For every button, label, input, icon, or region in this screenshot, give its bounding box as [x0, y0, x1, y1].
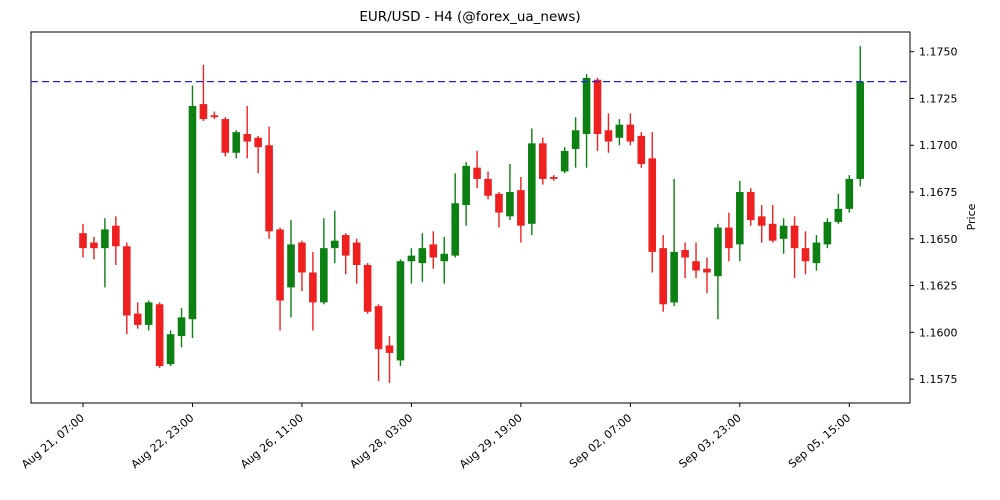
candle-body: [429, 244, 438, 258]
x-axis-tick-label: Aug 22, 23:00: [129, 411, 197, 471]
x-axis-tick-label: Aug 29, 19:00: [457, 411, 525, 471]
candle-body: [615, 124, 624, 138]
candle-body: [692, 261, 700, 271]
candle-body: [276, 229, 284, 301]
x-axis-tick-label: Aug 28, 03:00: [347, 411, 415, 471]
candle-body: [385, 345, 394, 353]
y-axis-tick-label: 1.1700: [919, 139, 958, 152]
x-axis-tick-label: Sep 02, 07:00: [567, 411, 634, 470]
candle-body: [779, 225, 788, 239]
y-axis: 1.1575 1.1600 1.1625 1.1650 1.1675 1.1700 1.17…: [910, 46, 958, 386]
candle-body: [746, 192, 755, 221]
candle-body: [681, 250, 689, 258]
candle-body: [714, 227, 722, 277]
y-axis-tick-label: 1.1650: [919, 233, 958, 246]
candle-body: [801, 248, 810, 262]
candle-body: [122, 246, 131, 316]
candle-body: [221, 119, 230, 153]
candle-body: [418, 248, 427, 264]
candle-body: [101, 229, 109, 249]
candle-body: [298, 242, 306, 273]
candle-body: [133, 313, 142, 325]
candle-body: [528, 143, 536, 224]
candle-body: [462, 165, 470, 206]
candle-body: [320, 248, 328, 303]
candle-body: [856, 81, 865, 179]
candle-body: [330, 240, 339, 249]
candle-body: [582, 77, 591, 135]
candle-body: [309, 272, 317, 303]
candle-body: [352, 242, 361, 265]
x-axis-tick-label: Aug 26, 11:00: [238, 411, 306, 471]
candle-body: [538, 143, 547, 179]
y-axis-tick-label: 1.1625: [919, 280, 958, 293]
candle-body: [593, 79, 602, 135]
y-axis-tick-label: 1.1600: [919, 326, 958, 339]
y-axis-tick-label: 1.1675: [919, 186, 958, 199]
candle-body: [155, 304, 164, 367]
candle-body: [823, 221, 832, 245]
candle-body: [144, 302, 153, 325]
candle-body: [90, 242, 98, 249]
y-axis-tick-label: 1.1575: [919, 373, 958, 386]
candle-body: [232, 132, 241, 153]
candle-body: [571, 130, 580, 149]
candle-body: [736, 192, 744, 245]
candle-body: [659, 248, 667, 305]
candle-body: [440, 253, 449, 262]
candle-body: [254, 137, 262, 148]
x-axis-tick-label: Sep 05, 15:00: [786, 411, 853, 470]
candle-body: [648, 158, 657, 252]
candle-body: [177, 317, 186, 337]
candle-body: [243, 134, 252, 142]
candle-body: [637, 135, 646, 164]
candle-body: [790, 225, 799, 249]
candle-body: [451, 203, 459, 256]
candle-body: [341, 235, 350, 256]
candle-body: [549, 177, 558, 179]
y-axis-tick-label: 1.1750: [919, 46, 958, 59]
candle-body: [757, 216, 766, 226]
candle-body: [407, 255, 416, 262]
candle-body: [363, 264, 372, 312]
candle-body: [287, 244, 295, 288]
candle-body: [517, 190, 525, 226]
x-axis: Aug 21, 07:00 Aug 22, 23:00 Aug 26, 11:00 A…: [19, 403, 853, 471]
candle-body: [396, 261, 405, 361]
candle-body: [626, 124, 635, 142]
candle-body: [166, 334, 175, 365]
candle-body: [210, 115, 219, 118]
price-axis-label: Price: [965, 203, 978, 230]
candle-body: [725, 227, 733, 249]
candle-body: [473, 167, 481, 179]
candle-body: [188, 105, 197, 320]
candle-body: [670, 251, 678, 303]
candle-body: [506, 192, 514, 217]
candle-body: [703, 268, 711, 273]
y-axis-tick-label: 1.1725: [919, 92, 958, 105]
candle-body: [560, 150, 569, 172]
candles-group: [79, 46, 865, 383]
candle-body: [604, 130, 613, 142]
candle-body: [484, 178, 492, 196]
candle-body: [374, 306, 383, 350]
x-axis-tick-label: Aug 21, 07:00: [19, 411, 87, 471]
candle-body: [845, 178, 854, 209]
candle-body: [834, 208, 843, 222]
candle-body: [768, 223, 777, 241]
candle-body: [265, 145, 273, 232]
candle-body: [79, 233, 87, 249]
x-axis-tick-label: Sep 03, 23:00: [676, 411, 743, 470]
candle-body: [495, 193, 503, 213]
candle-body: [112, 225, 120, 247]
candle-body: [199, 104, 208, 120]
candle-body: [812, 242, 821, 264]
chart-title: EUR/USD - H4 (@forex_ua_news): [359, 9, 580, 25]
